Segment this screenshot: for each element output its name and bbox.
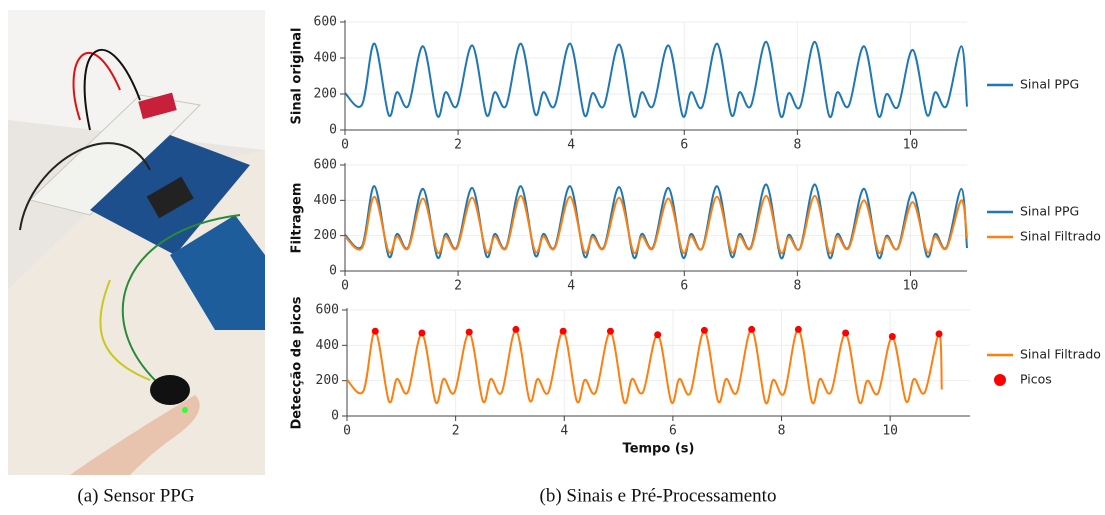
x-tick-label: 6 (680, 279, 688, 294)
x-tick-label: 6 (680, 138, 688, 153)
legend-label: Sinal Filtrado (1020, 229, 1101, 244)
y-tick-label: 600 (316, 303, 339, 318)
y-axis-title: Filtragem (290, 183, 305, 254)
peak-marker (794, 325, 802, 333)
signal-line (344, 183, 968, 260)
peak-marker (512, 325, 520, 333)
legend-label: Picos (1020, 372, 1052, 387)
x-tick-label: 10 (882, 424, 898, 439)
y-axis-title: Sinal original (290, 28, 305, 125)
y-tick-label: 400 (314, 51, 337, 66)
y-tick-label: 200 (314, 87, 337, 102)
x-tick-label: 0 (341, 138, 349, 153)
peak-marker (700, 326, 708, 334)
signal-line (344, 40, 968, 119)
y-tick-label: 200 (316, 373, 339, 388)
caption: (a) Sensor PPG (77, 485, 194, 506)
y-tick-label: 400 (314, 193, 337, 208)
peak-marker (371, 327, 379, 335)
x-tick-label: 4 (567, 138, 575, 153)
peak-marker (842, 329, 850, 337)
x-tick-label: 8 (793, 138, 801, 153)
peak-marker (654, 331, 662, 339)
y-tick-label: 600 (314, 15, 337, 30)
peak-marker (465, 328, 473, 336)
peak-marker (606, 327, 614, 335)
legend-label: Sinal Filtrado (1020, 347, 1101, 362)
y-axis-title: Detecção de picos (290, 296, 305, 429)
y-tick-label: 600 (314, 158, 337, 173)
y-tick-label: 0 (331, 409, 339, 424)
x-tick-label: 0 (341, 279, 349, 294)
x-axis-title: Tempo (s) (623, 442, 695, 457)
signal-line (346, 328, 943, 405)
x-tick-label: 4 (560, 424, 568, 439)
signal-line (344, 194, 968, 255)
x-tick-label: 2 (452, 424, 460, 439)
x-tick-label: 2 (454, 279, 462, 294)
x-tick-label: 8 (793, 279, 801, 294)
x-tick-label: 8 (778, 424, 786, 439)
caption: (b) Sinais e Pré-Processamento (540, 485, 777, 506)
y-tick-label: 0 (329, 123, 337, 138)
x-tick-label: 10 (903, 279, 919, 294)
legend-label: Sinal PPG (1020, 204, 1079, 219)
y-tick-label: 0 (329, 264, 337, 279)
x-tick-label: 4 (567, 279, 575, 294)
x-tick-label: 2 (454, 138, 462, 153)
peak-marker (418, 329, 426, 337)
x-tick-label: 10 (903, 138, 919, 153)
y-tick-label: 200 (314, 228, 337, 243)
peak-marker (935, 330, 943, 338)
x-tick-label: 0 (343, 424, 351, 439)
peak-marker (559, 327, 567, 335)
peak-marker (748, 325, 756, 333)
x-tick-label: 6 (669, 424, 677, 439)
legend-marker (994, 374, 1006, 386)
peak-marker (888, 333, 896, 340)
sensor-photo (8, 10, 265, 475)
y-tick-label: 400 (316, 338, 339, 353)
legend-label: Sinal PPG (1020, 77, 1079, 92)
